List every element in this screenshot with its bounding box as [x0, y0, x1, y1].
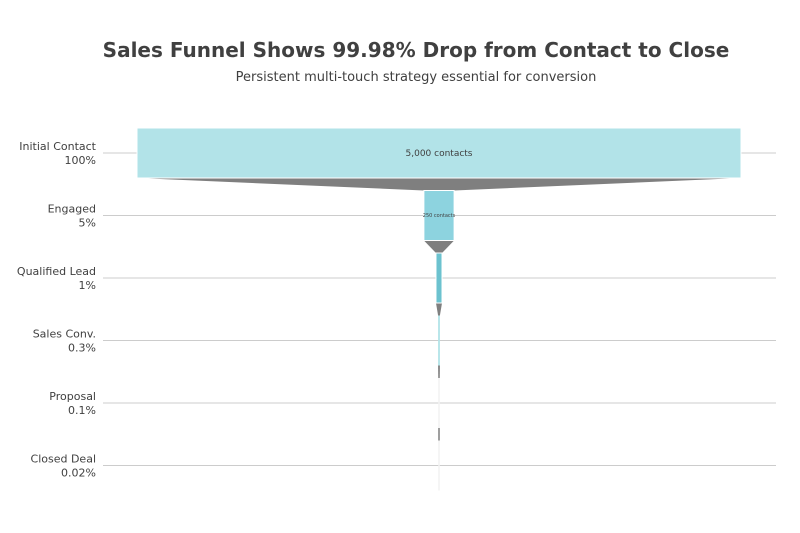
chart-title: Sales Funnel Shows 99.98% Drop from Cont… — [103, 38, 730, 62]
stage-percent-qualified-lead: 1% — [79, 279, 96, 292]
funnel-connector-initial-contact — [137, 178, 741, 191]
stage-percent-initial-contact: 100% — [65, 154, 96, 167]
stage-name-closed-deal: Closed Deal — [31, 453, 96, 466]
funnel-bar-initial-contact — [136, 127, 742, 179]
chart-subtitle: Persistent multi-touch strategy essentia… — [236, 70, 597, 85]
funnel-bar-proposal — [438, 378, 440, 428]
value-label-initial-contact: 5,000 contacts — [406, 149, 473, 159]
stage-percent-closed-deal: 0.02% — [61, 467, 96, 480]
funnel-connector-engaged — [423, 240, 455, 253]
stage-percent-proposal: 0.1% — [68, 404, 96, 417]
funnel-connector-sales-conv — [438, 365, 440, 378]
stage-percent-engaged: 5% — [79, 217, 96, 230]
funnel-connectors — [137, 178, 741, 441]
stage-name-proposal: Proposal — [49, 390, 96, 403]
funnel-bar-sales-conv — [438, 315, 440, 366]
value-label-engaged: 250 contacts — [423, 213, 456, 219]
stage-percent-sales-conv: 0.3% — [68, 342, 96, 355]
stage-name-sales-conv: Sales Conv. — [33, 328, 96, 341]
funnel-connector-qualified-lead — [435, 303, 443, 316]
stage-name-initial-contact: Initial Contact — [19, 140, 96, 153]
stage-name-engaged: Engaged — [48, 203, 96, 216]
stage-name-qualified-lead: Qualified Lead — [17, 265, 96, 278]
funnel-bar-engaged — [423, 190, 455, 241]
funnel-bar-closed-deal — [438, 440, 440, 491]
funnel-bars — [136, 127, 742, 491]
funnel-connector-proposal — [438, 428, 440, 441]
funnel-bar-qualified-lead — [435, 252, 443, 304]
